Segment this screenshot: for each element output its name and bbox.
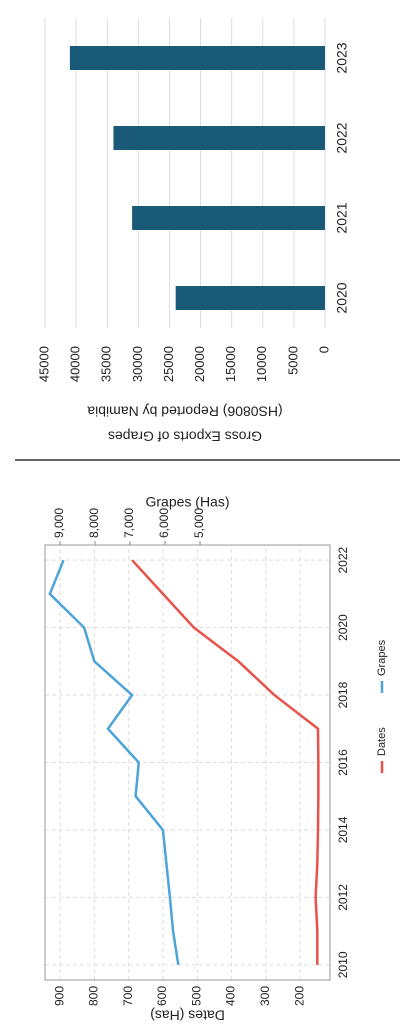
legend-label: Grapes <box>376 639 388 676</box>
legend-label: Dates <box>376 727 388 756</box>
y2-tick-label: 8,000 <box>87 508 101 538</box>
y2-tick-label: 9,000 <box>52 508 66 538</box>
bar <box>175 286 325 310</box>
x-tick-label: 2012 <box>336 884 350 911</box>
x-tick-label: 2016 <box>336 749 350 776</box>
y-tick-label: 25000 <box>161 346 176 382</box>
y-tick-label: 0 <box>316 346 331 353</box>
x-tick-label: 2010 <box>336 951 350 978</box>
y2-tick-label: 6,000 <box>157 508 171 538</box>
y-tick-label: 30000 <box>130 346 145 382</box>
rotated-canvas: 2010 2012 2014 2016 2018 2020 2022 200 300 400 500… <box>15 18 400 1023</box>
y-tick-label: 900 <box>52 986 66 1006</box>
x-tick-label: 2020 <box>334 282 350 313</box>
y-tick-label: 40000 <box>68 346 83 382</box>
y2-axis-title: Grapes (Has) <box>145 494 229 510</box>
y-tick-label: 15000 <box>223 346 238 382</box>
y-tick-label: 500 <box>189 986 203 1006</box>
x-tick-label: 2020 <box>336 614 350 641</box>
x-tick-label: 2022 <box>336 547 350 574</box>
x-tick-label: 2023 <box>334 42 350 73</box>
y-axis-title: (HS0806) Reported by Namibia <box>87 403 283 419</box>
bar <box>113 126 325 150</box>
y2-tick-label: 5,000 <box>192 508 206 538</box>
y-tick-label: 700 <box>121 986 135 1006</box>
y-axis-title: Gross Exports of Grapes <box>108 428 262 444</box>
series-line <box>131 559 320 965</box>
y-axis-title: Dates (Has) <box>150 1007 225 1023</box>
x-tick-label: 2018 <box>336 681 350 708</box>
y-tick-label: 800 <box>87 986 101 1006</box>
bar <box>132 206 325 230</box>
y-tick-label: 5000 <box>285 346 300 375</box>
y-tick-label: 200 <box>292 986 306 1006</box>
y-tick-label: 35000 <box>99 346 114 382</box>
x-tick-label: 2022 <box>334 122 350 153</box>
x-tick-label: 2021 <box>334 202 350 233</box>
y2-tick-label: 7,000 <box>122 508 136 538</box>
x-tick-label: 2014 <box>336 816 350 843</box>
y-tick-label: 300 <box>258 986 272 1006</box>
series-line <box>48 559 180 966</box>
plot-frame <box>44 544 331 981</box>
y-tick-label: 400 <box>224 986 238 1006</box>
y-tick-label: 45000 <box>36 346 51 382</box>
bar <box>69 46 325 70</box>
y-tick-label: 600 <box>155 986 169 1006</box>
y-tick-label: 10000 <box>254 346 269 382</box>
y-tick-label: 20000 <box>192 346 207 382</box>
